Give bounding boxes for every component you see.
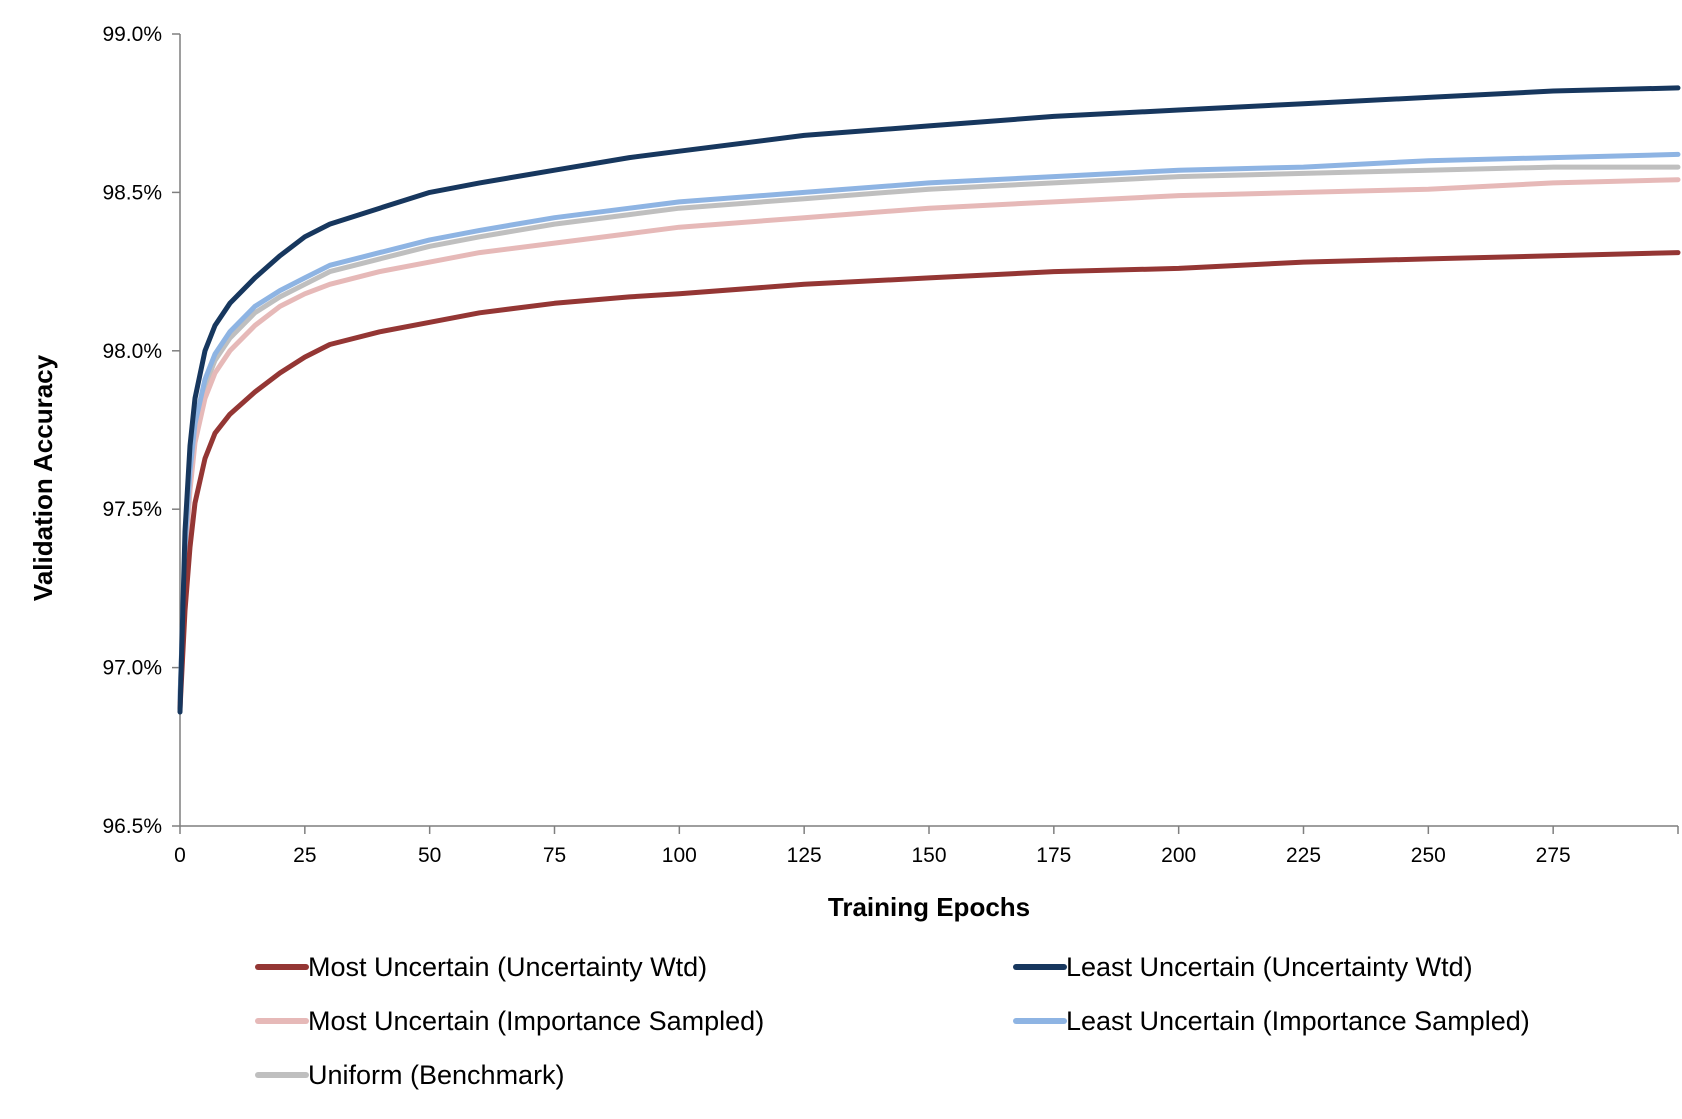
- series-lines: [177, 85, 1681, 715]
- legend-label: Least Uncertain (Uncertainty Wtd): [1066, 952, 1473, 982]
- legend-label: Most Uncertain (Importance Sampled): [308, 1006, 764, 1036]
- x-tick-label: 75: [543, 844, 566, 867]
- x-tick-label: 50: [418, 844, 441, 867]
- y-axis-ticks: 96.5% 97.0% 97.5% 98.0% 98.5% 99.0%: [102, 23, 180, 838]
- y-tick-label: 98.0%: [102, 340, 162, 363]
- legend-label: Most Uncertain (Uncertainty Wtd): [308, 952, 707, 982]
- y-axis-title: Validation Accuracy: [28, 354, 58, 601]
- y-tick-label: 97.0%: [102, 657, 162, 680]
- x-tick-label: 100: [662, 844, 697, 867]
- series-line: [177, 85, 1681, 715]
- x-tick-label: 125: [787, 844, 822, 867]
- x-axis-title: Training Epochs: [828, 892, 1030, 922]
- x-tick-label: 25: [293, 844, 316, 867]
- x-tick-label: 250: [1411, 844, 1446, 867]
- series-line: [177, 177, 1681, 705]
- x-tick-label: 0: [174, 844, 186, 867]
- y-tick-label: 97.5%: [102, 498, 162, 521]
- y-tick-label: 99.0%: [102, 23, 162, 46]
- series-line: [177, 250, 1681, 712]
- legend-label: Uniform (Benchmark): [308, 1060, 565, 1090]
- legend-label: Least Uncertain (Importance Sampled): [1066, 1006, 1530, 1036]
- x-tick-label: 200: [1161, 844, 1196, 867]
- x-tick-label: 150: [911, 844, 946, 867]
- y-tick-label: 98.5%: [102, 181, 162, 204]
- x-tick-label: 225: [1286, 844, 1321, 867]
- x-tick-label: 175: [1036, 844, 1071, 867]
- x-tick-label: 275: [1536, 844, 1571, 867]
- plot-area: 96.5% 97.0% 97.5% 98.0% 98.5% 99.0% 0 25 50 75 10…: [102, 23, 1681, 867]
- series-line: [177, 151, 1681, 702]
- x-axis-ticks: 0 25 50 75 100 125 150 175 200 225 250 275: [174, 826, 1679, 867]
- legend: Most Uncertain (Uncertainty Wtd) Least Un…: [255, 952, 1530, 1090]
- y-tick-label: 96.5%: [102, 815, 162, 838]
